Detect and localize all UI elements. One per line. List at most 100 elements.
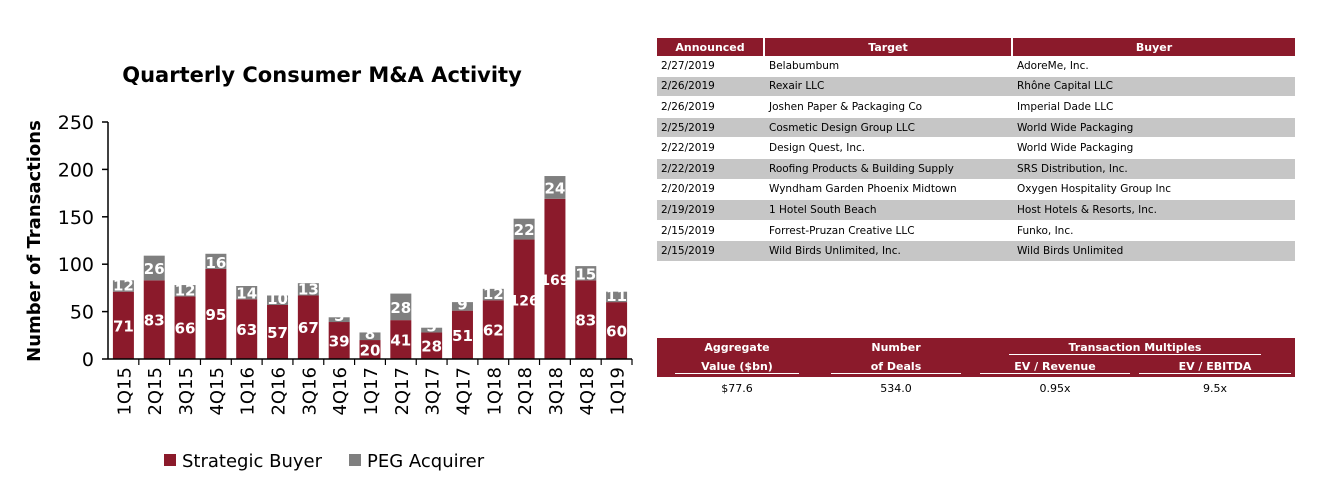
deals-header-row: Announced Target Buyer (657, 38, 1295, 56)
multiples-header-row-1: Aggregate Number Transaction Multiples (657, 338, 1295, 357)
y-tick-label: 50 (70, 302, 94, 324)
bar-peg-acquirer (421, 327, 443, 333)
bar-strategic-buyer (606, 302, 628, 359)
data-label-strategic-buyer: 63 (236, 321, 257, 339)
x-tick-label: 4Q18 (577, 367, 598, 416)
data-label-strategic-buyer: 83 (144, 312, 165, 330)
legend-label-strategic-buyer: Strategic Buyer (182, 451, 323, 472)
number-label-2: of Deals (817, 357, 975, 377)
bar-strategic-buyer (297, 295, 319, 359)
bar-strategic-buyer (143, 280, 165, 359)
table-row: 2/22/2019 Roofing Products & Building Sup… (657, 158, 1295, 180)
x-tick-label: 3Q15 (176, 367, 197, 416)
x-tick-label: 1Q17 (361, 367, 382, 416)
x-tick-label: 2Q18 (515, 367, 536, 416)
bar-strategic-buyer (482, 300, 504, 359)
table-row: 2/26/2019 Rexair LLC Rhône Capital LLC (657, 76, 1295, 98)
ev-revenue-label-text: EV / Revenue (980, 360, 1130, 374)
table-row: 2/15/2019 Forrest-Pruzan Creative LLC Funk… (657, 221, 1295, 242)
ev-ebitda-label-text: EV / EBITDA (1138, 360, 1292, 374)
announced-cell: 2/27/2019 (657, 56, 765, 77)
bar-strategic-buyer (421, 332, 443, 359)
bar-strategic-buyer (359, 340, 381, 359)
announced-cell: 2/22/2019 (657, 158, 765, 180)
buyer-cell: Imperial Dade LLC (1013, 97, 1295, 118)
bar-peg-acquirer (267, 295, 289, 305)
header-announced: Announced (657, 38, 765, 56)
buyer-cell: Host Hotels & Resorts, Inc. (1013, 200, 1295, 221)
ev-ebitda-value: 9.5x (1202, 381, 1227, 395)
y-tick-label: 0 (82, 349, 94, 371)
data-label-peg-acquirer: 11 (606, 287, 627, 305)
deals-table: Announced Target Buyer 2/27/2019 Belabumb… (657, 38, 1295, 262)
number-of-deals: 534.0 (880, 381, 912, 395)
buyer-cell: Rhône Capital LLC (1013, 76, 1295, 98)
bar-strategic-buyer (544, 198, 566, 359)
target-cell: Rexair LLC (765, 76, 1013, 98)
data-label-strategic-buyer: 71 (113, 317, 134, 335)
buyer-cell: World Wide Packaging (1013, 138, 1295, 159)
x-tick-label: 4Q15 (207, 367, 228, 416)
legend-label-peg-acquirer: PEG Acquirer (367, 451, 485, 472)
y-tick-label: 200 (58, 159, 94, 181)
table-row: 2/22/2019 Design Quest, Inc. World Wide Pa… (657, 138, 1295, 159)
data-label-peg-acquirer: 16 (205, 254, 226, 272)
bar-peg-acquirer (143, 255, 165, 281)
aggregate-label-1: Aggregate (657, 338, 817, 357)
y-axis: 0 50 100 150 200 250 (58, 112, 109, 371)
data-label-strategic-buyer: 60 (606, 323, 627, 341)
data-label-peg-acquirer: 13 (298, 280, 319, 298)
bar-strategic-buyer (451, 310, 473, 359)
announced-cell: 2/15/2019 (657, 221, 765, 242)
data-label-strategic-buyer: 57 (267, 324, 288, 342)
legend-swatch-strategic-buyer (164, 454, 176, 466)
multiples-values-row: $77.6 534.0 0.95x 9.5x (657, 377, 1295, 399)
bar-peg-acquirer (297, 283, 319, 296)
data-label-peg-acquirer: 5 (334, 307, 344, 325)
buyer-cell: World Wide Packaging (1013, 117, 1295, 139)
data-label-peg-acquirer: 22 (514, 221, 535, 239)
bar-strategic-buyer (236, 299, 258, 359)
transaction-multiples-text: Transaction Multiples (1008, 341, 1262, 355)
bar-strategic-buyer (513, 239, 535, 359)
buyer-cell: AdoreMe, Inc. (1013, 56, 1295, 77)
header-buyer: Buyer (1013, 38, 1295, 56)
bar-peg-acquirer (544, 176, 566, 199)
table-row: 2/26/2019 Joshen Paper & Packaging Co Impe… (657, 97, 1295, 118)
bar-peg-acquirer (236, 286, 258, 300)
target-cell: 1 Hotel South Beach (765, 200, 1013, 221)
announced-cell: 2/20/2019 (657, 180, 765, 201)
x-tick-label: 2Q15 (145, 367, 166, 416)
data-label-strategic-buyer: 126 (510, 293, 539, 309)
data-label-peg-acquirer: 28 (390, 299, 411, 317)
table-row: 2/15/2019 Wild Birds Unlimited, Inc. Wild … (657, 241, 1295, 262)
x-axis: 1Q15 2Q15 3Q15 4Q15 1Q16 2Q16 3Q16 4Q16 1Q17 2Q17… (114, 359, 633, 416)
announced-cell: 2/19/2019 (657, 200, 765, 221)
x-tick-label: 3Q16 (299, 367, 320, 416)
data-label-peg-acquirer: 10 (267, 290, 288, 308)
data-label-strategic-buyer: 51 (452, 327, 473, 345)
target-cell: Cosmetic Design Group LLC (765, 117, 1013, 139)
data-label-strategic-buyer: 83 (575, 312, 596, 330)
x-tick-label: 2Q16 (269, 367, 290, 416)
aggregate-label-2: Value ($bn) (657, 357, 817, 377)
data-label-peg-acquirer: 24 (545, 179, 566, 197)
target-cell: Joshen Paper & Packaging Co (765, 97, 1013, 118)
target-cell: Belabumbum (765, 56, 1013, 77)
legend: Strategic Buyer PEG Acquirer (164, 451, 485, 472)
bar-peg-acquirer (174, 285, 196, 297)
x-tick-label: 3Q18 (546, 367, 567, 416)
ev-revenue-label: EV / Revenue (975, 357, 1135, 377)
bar-peg-acquirer (513, 218, 535, 240)
bar-strategic-buyer (267, 304, 289, 359)
x-tick-label: 3Q17 (423, 367, 444, 416)
bar-strategic-buyer (328, 322, 350, 359)
target-cell: Wyndham Garden Phoenix Midtown (765, 180, 1013, 201)
bar-peg-acquirer (205, 253, 227, 269)
y-axis-label: Number of Transactions (24, 120, 45, 362)
table-row: 2/27/2019 Belabumbum AdoreMe, Inc. (657, 56, 1295, 77)
data-label-strategic-buyer: 62 (483, 322, 504, 340)
data-label-peg-acquirer: 26 (144, 260, 165, 278)
number-label-2-text: of Deals (830, 360, 962, 374)
